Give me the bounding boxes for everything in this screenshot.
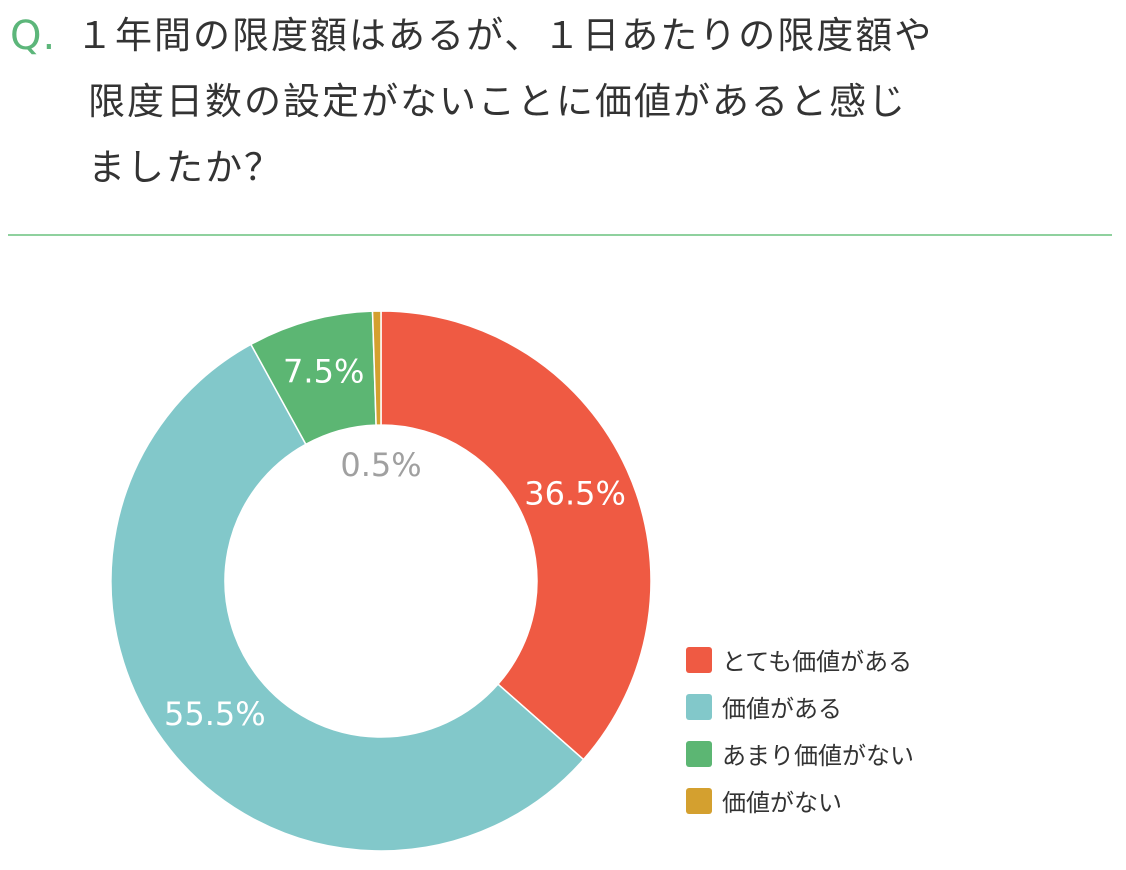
legend-item: 価値がある <box>686 683 914 730</box>
slice-label: 0.5% <box>340 446 421 484</box>
legend-label: 価値がある <box>722 695 842 723</box>
divider <box>8 234 1112 236</box>
legend-swatch <box>686 646 712 673</box>
legend: とても価値がある 価値がある あまり価値がない 価値がない <box>686 636 914 824</box>
legend-label: とても価値がある <box>722 648 913 676</box>
legend-item: 価値がない <box>686 777 914 824</box>
legend-swatch <box>686 693 712 720</box>
slice-label: 36.5% <box>524 474 626 512</box>
question-line: ましたか？ <box>88 146 283 189</box>
question-line: 限度日数の設定がないことに価値があると感じ <box>88 80 907 123</box>
question-prefix: Q. <box>10 13 57 59</box>
legend-swatch <box>686 787 712 814</box>
legend-item: とても価値がある <box>686 636 914 683</box>
donut-slice <box>371 310 382 426</box>
slice-label: 7.5% <box>283 353 364 391</box>
donut-slice <box>380 310 652 761</box>
legend-label: あまり価値がない <box>722 742 914 770</box>
legend-swatch <box>686 740 712 767</box>
legend-label: 価値がない <box>722 789 842 817</box>
question-line: １年間の限度額はあるが、１日あたりの限度額や <box>76 14 934 57</box>
legend-item: あまり価値がない <box>686 730 914 777</box>
slice-label: 55.5% <box>164 695 266 733</box>
donut-slice <box>110 343 585 852</box>
